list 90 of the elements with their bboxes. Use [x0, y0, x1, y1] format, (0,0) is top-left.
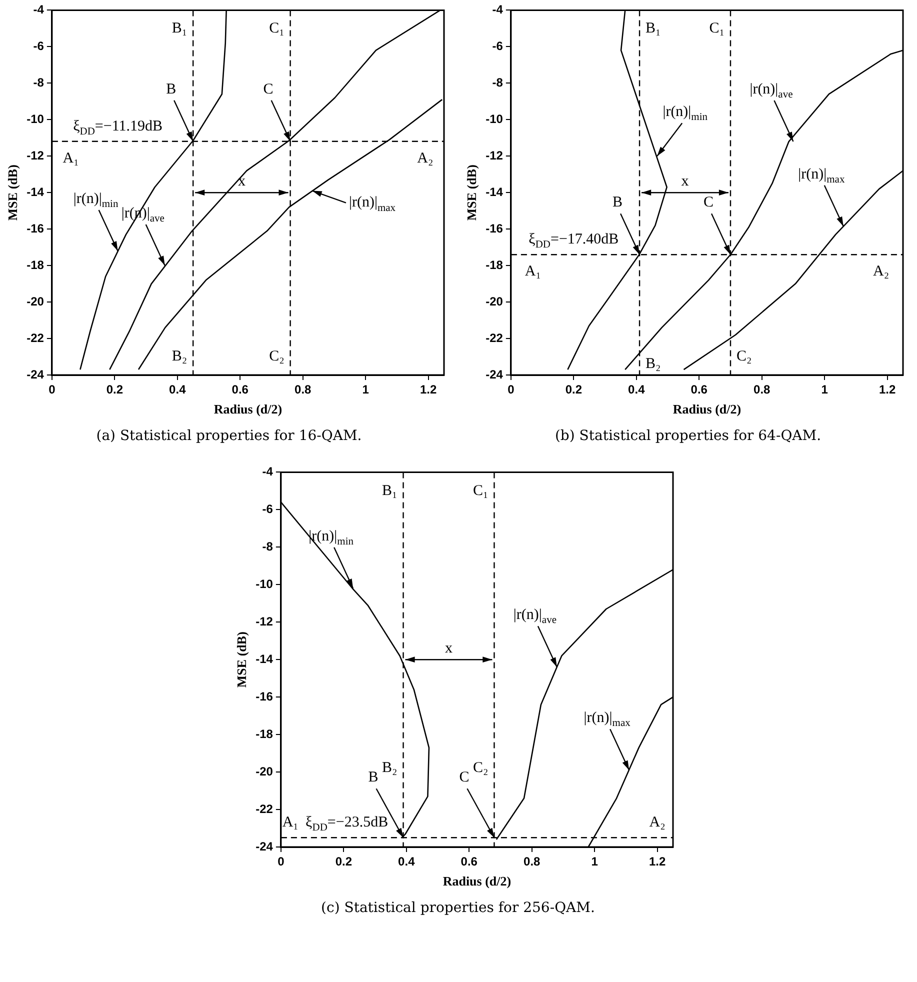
y-tick-label: -6	[33, 38, 44, 53]
x-axis-title: Radius (d/2)	[442, 874, 512, 889]
y-tick-label: -12	[486, 148, 504, 162]
y-tick-label: -14	[256, 652, 274, 666]
y-tick-label: -24	[486, 367, 504, 382]
x-axis-title: Radius (d/2)	[672, 402, 742, 417]
y-tick-label: -8	[33, 75, 44, 90]
annotation: B	[612, 194, 623, 211]
annotation: A₁	[524, 264, 541, 280]
annotation: C	[459, 770, 470, 786]
y-tick-label: -24	[256, 839, 274, 854]
x-tick-label: 0.8	[294, 382, 312, 397]
x-tick-label: 0.2	[565, 382, 582, 397]
y-tick-label: -20	[26, 294, 44, 308]
y-tick-label: -18	[256, 726, 274, 741]
annotation: x	[444, 640, 453, 657]
x-tick-label: 0.4	[398, 854, 416, 869]
y-tick-label: -6	[262, 502, 274, 516]
x-tick-label: 0.6	[690, 382, 708, 397]
x-tick-label: 0.2	[106, 382, 124, 397]
annotation: C₁	[709, 20, 724, 36]
x-tick-label: 0.6	[232, 382, 249, 397]
x-tick-label: 0	[48, 382, 56, 397]
x-axis-title: Radius (d/2)	[214, 402, 282, 417]
text: (b) Statistical properties for 64-QAM.	[554, 428, 822, 444]
annotation: x	[681, 174, 690, 190]
x-tick-label: 0	[508, 382, 515, 397]
annotation: C₂	[736, 348, 752, 365]
x-tick-label: 1.2	[878, 382, 896, 397]
y-tick-label: -14	[26, 184, 44, 199]
x-tick-label: 1	[821, 382, 828, 397]
y-tick-label: -22	[486, 330, 504, 345]
y-tick-label: -16	[256, 689, 274, 704]
y-axis-title: MSE (dB)	[234, 632, 250, 688]
annotation: B₂	[382, 760, 398, 776]
y-tick-label: -8	[492, 75, 504, 90]
annotation: B₁	[646, 20, 661, 36]
y-tick-label: -8	[262, 539, 274, 554]
text: (c) Statistical properties for 256-QAM.	[320, 900, 596, 916]
annotation: C	[263, 81, 274, 98]
x-tick-label: 0.2	[335, 854, 352, 869]
y-tick-label: -20	[256, 764, 274, 778]
y-tick-label: -10	[26, 112, 44, 126]
y-tick-label: -12	[256, 614, 274, 628]
annotation: C	[703, 194, 714, 211]
x-tick-label: 1	[591, 854, 598, 869]
annotation: C₁	[472, 482, 488, 499]
x-tick-label: 0	[278, 854, 285, 869]
annotation: B₁	[382, 482, 398, 499]
annotation: A₁	[282, 814, 298, 831]
x-tick-label: 1	[362, 382, 370, 397]
x-tick-label: 1.2	[420, 382, 437, 397]
y-tick-label: -4	[492, 2, 504, 17]
y-tick-label: -24	[26, 367, 44, 382]
y-tick-label: -4	[33, 2, 44, 17]
y-axis-title: MSE (dB)	[464, 164, 480, 221]
annotation: B₂	[172, 348, 188, 365]
y-tick-label: -10	[256, 576, 274, 591]
y-tick-label: -14	[486, 184, 504, 199]
annotation: B₂	[646, 356, 661, 372]
x-tick-label: 0.8	[524, 854, 541, 869]
y-tick-label: -4	[262, 464, 274, 479]
annotation: C₂	[472, 760, 488, 776]
annotation: B	[166, 81, 176, 98]
y-tick-label: -10	[486, 112, 504, 126]
annotation: C₁	[269, 20, 284, 36]
y-tick-label: -16	[26, 221, 44, 236]
annotation: B₁	[172, 20, 188, 36]
annotation: A₂	[649, 814, 666, 831]
annotation: A₂	[873, 264, 890, 280]
y-axis-title: MSE (dB)	[5, 164, 20, 221]
text: (a) Statistical properties for 16-QAM.	[95, 428, 363, 444]
annotation: A₂	[417, 150, 434, 166]
y-tick-label: -22	[26, 330, 44, 345]
y-tick-label: -18	[486, 258, 504, 272]
x-tick-label: 1.2	[648, 854, 666, 869]
x-tick-label: 0.6	[460, 854, 478, 869]
y-tick-label: -20	[486, 294, 504, 308]
x-tick-label: 0.4	[169, 382, 186, 397]
y-tick-label: -6	[492, 38, 504, 53]
y-tick-label: -16	[486, 221, 504, 236]
annotation: x	[238, 174, 246, 190]
annotation: A₁	[62, 150, 79, 166]
y-tick-label: -18	[26, 258, 44, 272]
x-tick-label: 0.8	[754, 382, 771, 397]
y-tick-label: -12	[26, 148, 44, 162]
annotation: B	[368, 770, 378, 786]
y-tick-label: -22	[256, 802, 274, 816]
x-tick-label: 0.4	[628, 382, 646, 397]
annotation: C₂	[269, 348, 284, 365]
